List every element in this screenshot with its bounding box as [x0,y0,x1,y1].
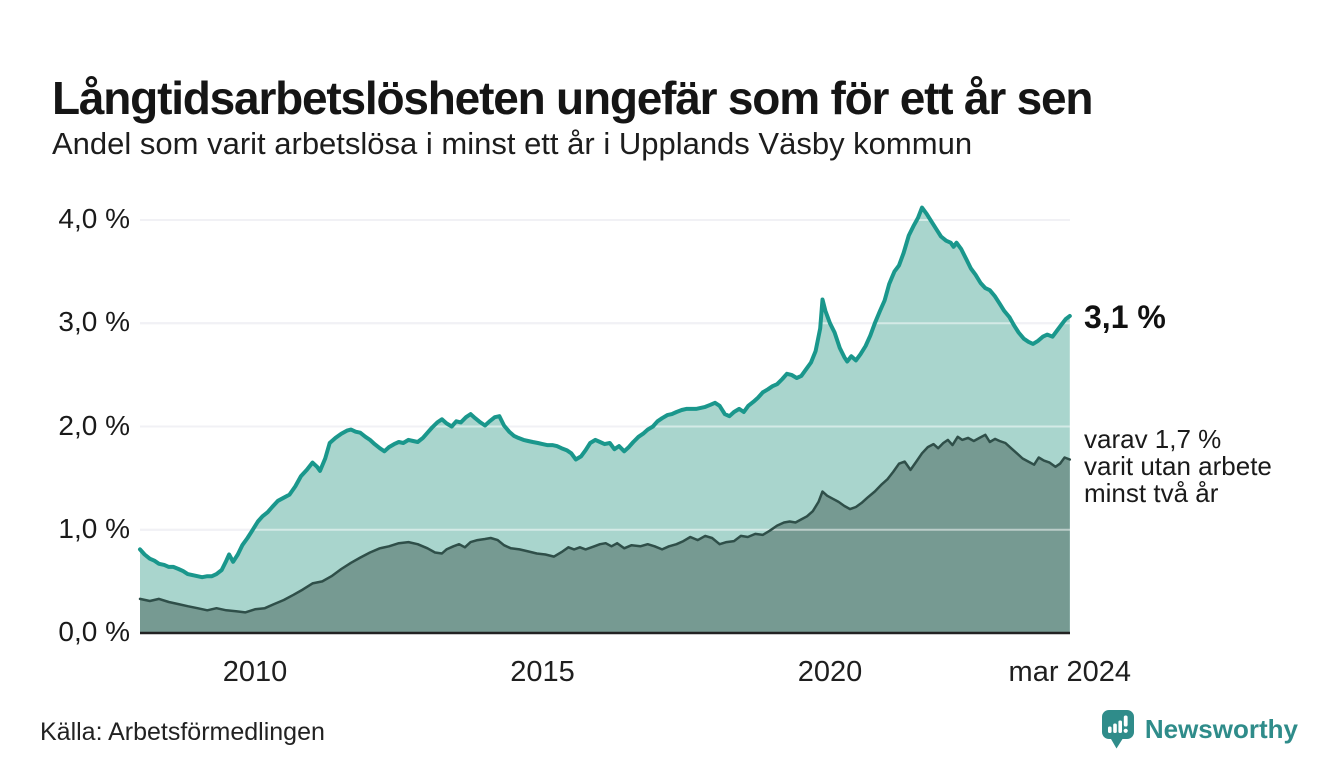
secondary-note-line: varit utan arbete [1084,451,1272,481]
newsworthy-wordmark: Newsworthy [1144,714,1298,744]
x-tick-label: 2020 [797,656,863,688]
y-tick-label: 0,0 % [58,616,130,647]
line-min-two-years [138,433,1072,614]
x-tick-label: 2010 [222,656,288,688]
chart-subtitle: Andel som varit arbetslösa i minst ett å… [52,126,973,161]
y-tick-label: 4,0 % [58,203,130,234]
area-min-two-years [140,434,1070,633]
chart-svg [138,205,1072,635]
source-note: Källa: Arbetsförmedlingen [40,718,325,746]
secondary-note-line: varav 1,7 % [1084,424,1222,454]
chart-bars-speech-bubble-icon [1101,710,1134,749]
y-tick-label: 1,0 % [58,512,130,544]
latest-value-label: 3,1 % [1084,299,1166,335]
secondary-note: varav 1,7 % varit utan arbete minst två … [1084,426,1272,507]
chart-title: Långtidsarbetslösheten ungefär som för e… [52,71,1094,124]
y-tick-label: 3,0 % [58,306,130,338]
line-min-one-year [138,205,1072,580]
chart-area [138,190,1072,635]
newsworthy-logo: Newsworthy [1101,710,1298,749]
secondary-note-line: minst två år [1084,478,1219,508]
y-tick-label: 2,0 % [58,409,130,441]
x-tick-label: mar 2024 [1008,656,1132,688]
x-tick-label: 2015 [510,656,575,688]
